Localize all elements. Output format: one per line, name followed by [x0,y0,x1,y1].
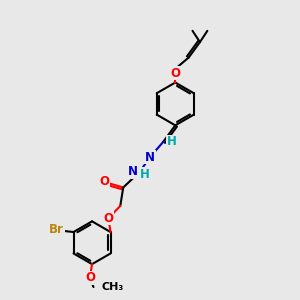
Text: H: H [167,135,177,148]
Text: Br: Br [49,223,64,236]
Text: O: O [85,271,95,284]
Text: CH₃: CH₃ [102,282,124,292]
Text: N: N [128,166,138,178]
Text: O: O [99,175,109,188]
Text: N: N [145,151,155,164]
Text: O: O [103,212,113,225]
Text: H: H [140,168,150,181]
Text: O: O [170,67,180,80]
